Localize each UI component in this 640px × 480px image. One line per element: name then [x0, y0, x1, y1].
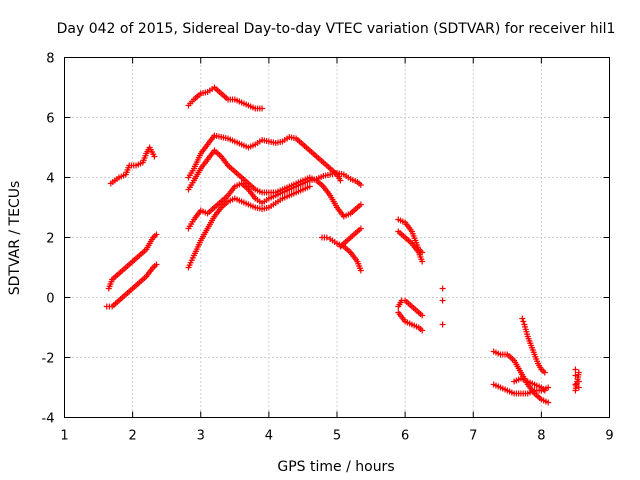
series-arc-15 — [439, 285, 446, 328]
data-point — [519, 315, 526, 322]
y-tick-label: 0 — [46, 292, 54, 307]
data-point — [575, 384, 582, 391]
data-point — [419, 327, 426, 334]
x-tick-label: 7 — [469, 429, 477, 444]
data-point — [545, 384, 552, 391]
x-tick-label: 3 — [197, 429, 205, 444]
data-point — [541, 369, 548, 376]
series-arc-04 — [185, 84, 266, 112]
series-arc-01 — [107, 144, 158, 187]
data-point — [306, 183, 313, 190]
y-tick-label: 6 — [46, 112, 54, 127]
x-tick-label: 5 — [333, 429, 341, 444]
x-axis-label: GPS time / hours — [277, 459, 394, 475]
data-point — [545, 399, 552, 406]
data-point — [357, 267, 364, 274]
series-arc-02 — [105, 231, 160, 292]
data-point — [153, 261, 160, 268]
data-point — [419, 312, 426, 319]
series-arc-20 — [572, 366, 582, 394]
x-tick-label: 2 — [128, 429, 136, 444]
x-tick-label: 1 — [60, 429, 68, 444]
data-point — [572, 366, 579, 373]
x-tick-labels: 1 2 3 4 5 6 7 8 9 — [60, 429, 613, 444]
data-point — [357, 182, 364, 188]
series-arc-13 — [395, 297, 426, 319]
series-arc-07 — [185, 170, 364, 232]
data-point — [541, 387, 548, 394]
data-point — [520, 318, 527, 325]
series-arc-19 — [519, 315, 548, 376]
data-point — [323, 234, 330, 241]
series-arc-08 — [185, 183, 313, 271]
y-axis-label: SDTVAR / TECUs — [7, 181, 23, 296]
y-tick-labels: -4 -2 0 2 4 6 8 — [42, 52, 55, 427]
x-tick-label: 9 — [605, 429, 613, 444]
grid — [64, 57, 610, 418]
data-points — [103, 84, 582, 406]
data-point — [259, 105, 266, 112]
x-tick-label: 8 — [537, 429, 545, 444]
x-tick-label: 4 — [265, 429, 273, 444]
y-tick-label: -4 — [42, 412, 55, 427]
series-arc-05 — [185, 132, 344, 184]
y-tick-label: 8 — [46, 52, 54, 67]
series-arc-12 — [395, 228, 426, 265]
y-tick-label: 4 — [46, 172, 54, 187]
x-tick-label: 6 — [401, 429, 409, 444]
series-arc-10 — [337, 225, 364, 250]
data-point — [439, 285, 446, 292]
data-point — [357, 225, 364, 232]
data-point — [337, 177, 344, 184]
data-point — [357, 201, 364, 208]
series-arc-03 — [103, 261, 160, 310]
data-point — [575, 369, 582, 376]
data-point — [419, 258, 426, 265]
data-point — [151, 153, 158, 160]
series-arc-14 — [395, 309, 426, 334]
data-point — [575, 378, 582, 385]
y-tick-label: -2 — [42, 352, 55, 367]
series-arc-16 — [490, 348, 552, 406]
chart-title: Day 042 of 2015, Sidereal Day-to-day VTE… — [57, 21, 616, 37]
y-tick-label: 2 — [46, 232, 54, 247]
data-point — [439, 297, 446, 304]
series-arc-18 — [511, 375, 548, 394]
data-point — [439, 321, 446, 328]
series-arc-09 — [319, 234, 364, 274]
plot-frame — [64, 57, 610, 418]
data-point — [153, 231, 160, 238]
